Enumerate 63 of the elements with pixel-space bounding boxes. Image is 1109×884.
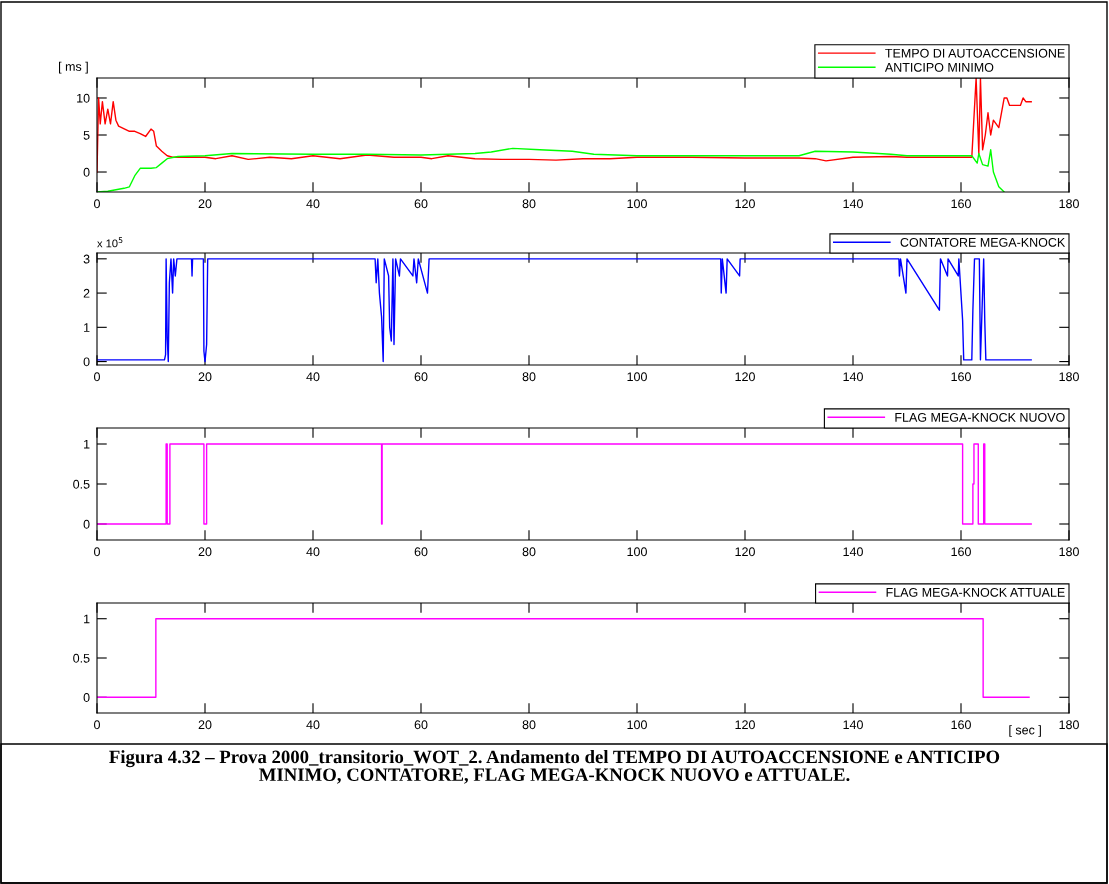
y-tick-label: 10 (77, 93, 90, 103)
y-tick-label: 0 (83, 167, 90, 177)
y-tick-label: 1 (84, 323, 90, 332)
y-tick-label: 2 (83, 288, 90, 298)
y-tick-label: 1 (84, 439, 90, 449)
legend-label: TEMPO DI AUTOACCENSIONE (885, 48, 1065, 58)
legend-label: FLAG MEGA-KNOCK ATTUALE (886, 587, 1065, 597)
x-tick-label: 0 (94, 372, 100, 382)
y-axis-title: [ ms ] (59, 61, 88, 74)
x-tick-label: 120 (735, 199, 755, 209)
y-tick-label: 0 (83, 519, 90, 529)
x-tick-label: 140 (843, 720, 863, 730)
line-series (97, 258, 1032, 363)
y-tick-label: 0.5 (73, 479, 90, 489)
x-tick-label: 180 (1059, 372, 1079, 382)
x-tick-label: 140 (843, 199, 863, 209)
x-tick-label: 60 (414, 547, 428, 557)
x-tick-label: 140 (843, 547, 863, 557)
x-tick-label: 80 (522, 720, 536, 730)
y-tick-label: 0.5 (73, 653, 90, 663)
x-tick-label: 120 (735, 372, 755, 382)
x-tick-label: 60 (414, 199, 428, 209)
x-tick-label: 80 (522, 372, 536, 382)
x-tick-label: 20 (198, 720, 212, 730)
legend-label: ANTICIPO MINIMO (884, 62, 994, 72)
x-tick-label: 40 (306, 199, 320, 209)
y-tick-label: 0 (83, 693, 90, 702)
x-axis-title: [ sec ] (1009, 725, 1041, 737)
x-tick-label: 80 (522, 547, 536, 557)
y-tick-label: 5 (83, 130, 90, 140)
x-tick-label: 180 (1059, 547, 1079, 557)
x-tick-label: 160 (951, 720, 971, 730)
x-tick-label: 160 (951, 372, 971, 382)
text: x 10$^{5}$ (97, 237, 123, 248)
x-tick-label: 100 (627, 547, 647, 557)
x-tick-label: 100 (627, 720, 647, 730)
y-tick-label: 3 (83, 254, 90, 264)
x-tick-label: 40 (306, 720, 320, 730)
x-tick-label: 140 (843, 372, 863, 382)
x-tick-label: 20 (198, 547, 212, 557)
x-tick-label: 160 (951, 199, 971, 209)
legend-label: CONTATORE MEGA-KNOCK (900, 237, 1066, 247)
x-tick-label: 120 (735, 547, 755, 557)
x-tick-label: 40 (306, 547, 320, 557)
x-tick-label: 0 (94, 720, 100, 730)
x-tick-label: 160 (951, 547, 971, 557)
x-tick-label: 100 (627, 199, 647, 209)
x-tick-label: 60 (414, 720, 428, 730)
x-tick-label: 120 (735, 720, 755, 730)
x-tick-label: 40 (306, 372, 320, 382)
x-tick-label: 180 (1059, 199, 1079, 209)
x-tick-label: 0 (94, 547, 100, 557)
legend-label: FLAG MEGA-KNOCK NUOVO (895, 412, 1065, 422)
x-tick-label: 20 (198, 199, 212, 209)
y-tick-label: 0 (83, 357, 90, 367)
x-tick-label: 20 (198, 372, 212, 382)
x-tick-label: 100 (627, 372, 647, 382)
x-tick-label: 180 (1059, 720, 1079, 730)
x-tick-label: 0 (94, 199, 100, 209)
text: Figura 4.32 – Prova 2000_transitorio_WOT_2. Andamento del TEMPO DI AUTOACCENSIONE e ANTICIPO MINIMO, CONTATORE, FLAG MEGA-KNOCK NUOVO e ATTUALE. (109, 750, 1000, 784)
x-tick-label: 80 (522, 199, 536, 209)
y-tick-label: 1 (84, 614, 90, 624)
x-tick-label: 60 (414, 372, 428, 382)
